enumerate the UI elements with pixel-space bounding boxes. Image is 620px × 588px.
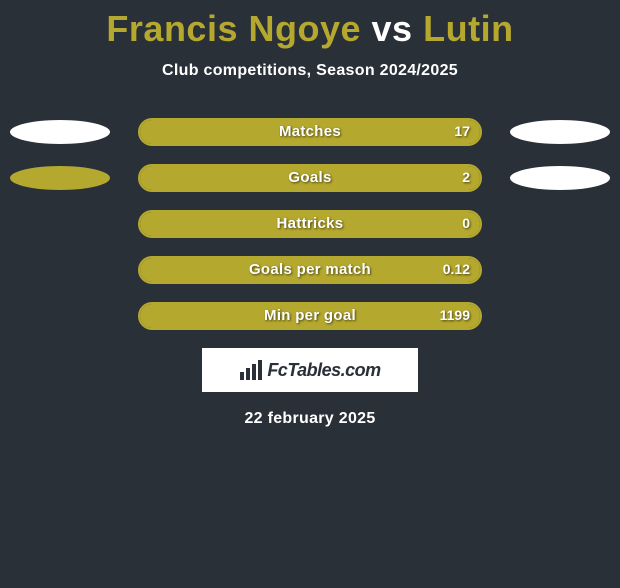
stat-row: Goals2	[0, 164, 620, 192]
stat-row: Matches17	[0, 118, 620, 146]
subtitle: Club competitions, Season 2024/2025	[0, 62, 620, 80]
left-ellipse	[10, 120, 110, 144]
right-ellipse	[510, 120, 610, 144]
stat-value-right: 17	[454, 123, 470, 139]
stat-row: Min per goal1199	[0, 302, 620, 330]
stat-value-right: 0	[462, 215, 470, 231]
stat-label: Matches	[140, 123, 480, 140]
logo-text: FcTables.com	[267, 360, 380, 381]
left-ellipse	[10, 166, 110, 190]
stat-row: Goals per match0.12	[0, 256, 620, 284]
stat-bar: Goals2	[138, 164, 482, 192]
bars-icon	[239, 360, 263, 380]
stat-rows: Matches17 Goals2 Hattricks0 Goals per match…	[0, 118, 620, 330]
stat-label: Goals per match	[140, 261, 480, 278]
player2-name: Lutin	[423, 8, 513, 49]
logo-box: FcTables.com	[202, 348, 418, 392]
stat-label: Hattricks	[140, 215, 480, 232]
stat-value-right: 0.12	[443, 261, 470, 277]
stat-bar: Goals per match0.12	[138, 256, 482, 284]
stat-row: Hattricks0	[0, 210, 620, 238]
stat-value-right: 2	[462, 169, 470, 185]
stat-label: Min per goal	[140, 307, 480, 324]
player1-name: Francis Ngoye	[106, 8, 361, 49]
stat-value-right: 1199	[440, 307, 470, 323]
comparison-title: Francis Ngoye vs Lutin	[0, 8, 620, 50]
right-ellipse	[510, 166, 610, 190]
stat-bar: Min per goal1199	[138, 302, 482, 330]
stat-bar: Matches17	[138, 118, 482, 146]
date-label: 22 february 2025	[0, 410, 620, 428]
stat-label: Goals	[140, 169, 480, 186]
stat-bar: Hattricks0	[138, 210, 482, 238]
vs-label: vs	[372, 8, 413, 49]
